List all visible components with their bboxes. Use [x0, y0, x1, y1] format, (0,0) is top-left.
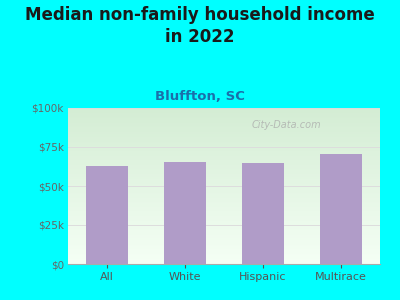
- Bar: [164, 162, 206, 264]
- Text: Median non-family household income
in 2022: Median non-family household income in 20…: [25, 6, 375, 46]
- Text: Bluffton, SC: Bluffton, SC: [155, 90, 245, 103]
- Bar: [86, 166, 128, 264]
- Bar: [242, 163, 284, 264]
- Bar: [320, 154, 362, 264]
- Text: City-Data.com: City-Data.com: [252, 121, 321, 130]
